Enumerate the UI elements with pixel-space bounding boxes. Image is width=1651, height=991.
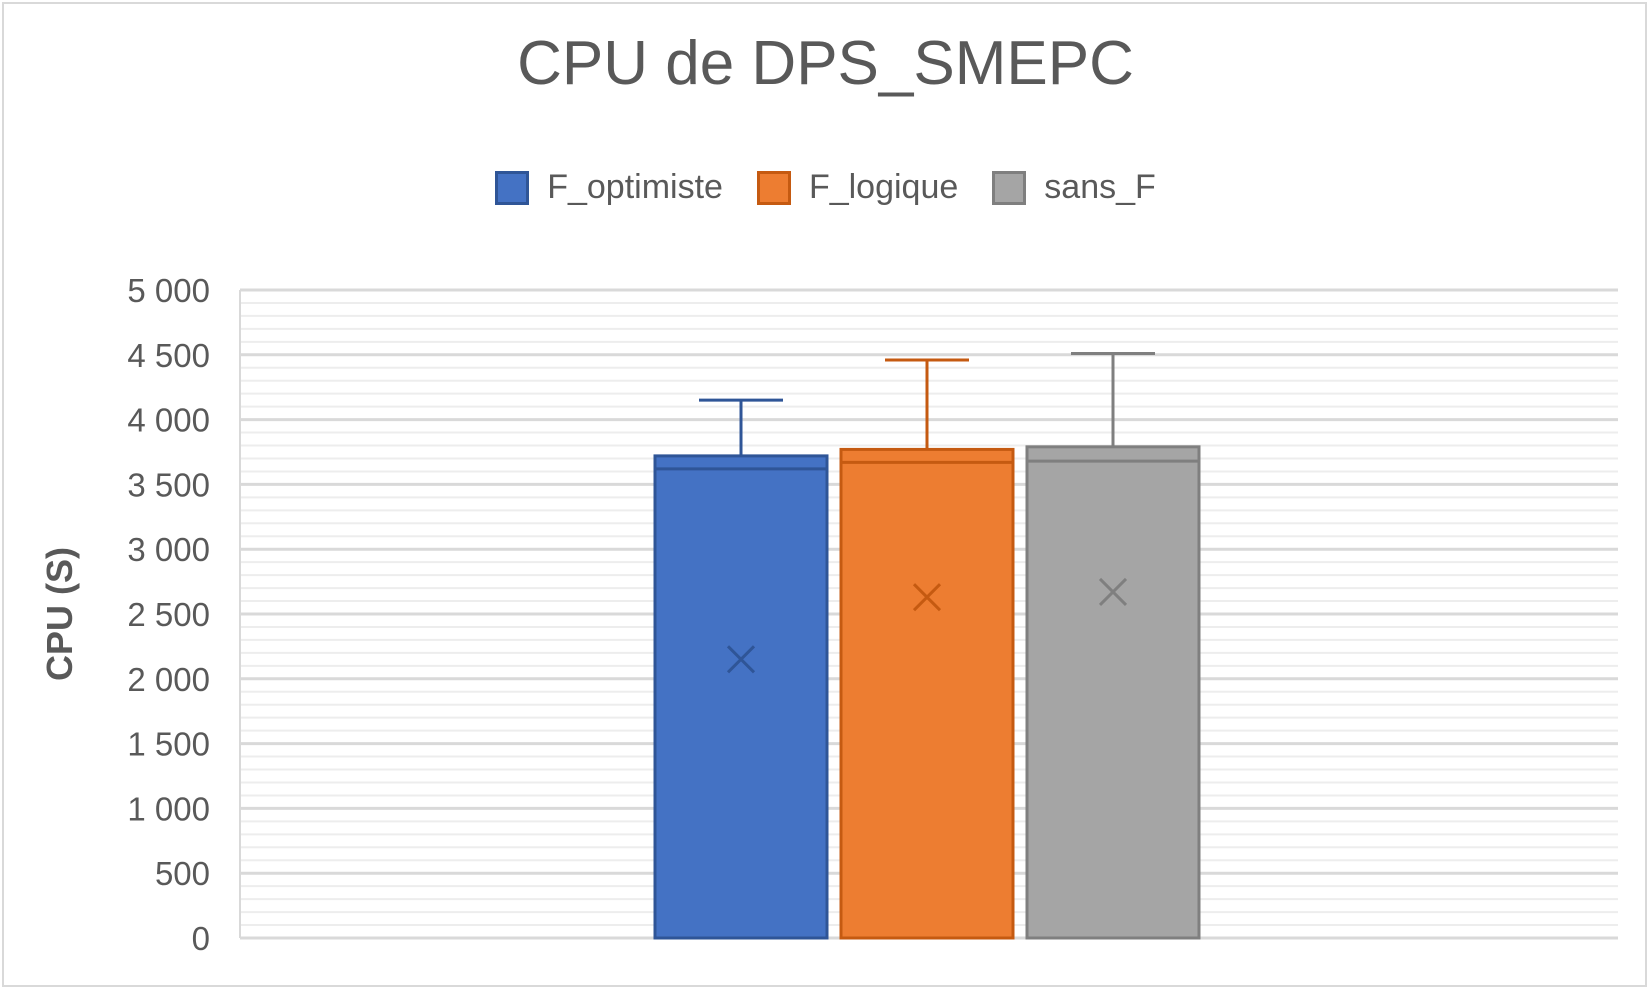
- box-sans_F: [1025, 445, 1201, 940]
- legend-item-1: F_logique: [756, 168, 959, 207]
- box-F_logique: [839, 447, 1015, 940]
- y-tick-label: 500: [155, 855, 210, 892]
- y-tick-label: 3 500: [127, 466, 210, 503]
- y-tick-label: 4 000: [127, 402, 210, 439]
- y-tick-label: 1 500: [127, 726, 210, 763]
- legend-label-1: F_logique: [808, 168, 959, 206]
- legend: F_optimiste F_logique sans_F: [0, 168, 1651, 207]
- y-axis-label: CPU (S): [39, 547, 80, 681]
- y-tick-label: 2 500: [127, 596, 210, 633]
- y-tick-label: 3 000: [127, 531, 210, 568]
- y-tick-label: 1 000: [127, 790, 210, 827]
- legend-label-2: sans_F: [1044, 168, 1156, 206]
- legend-label-0: F_optimiste: [547, 168, 723, 206]
- legend-swatch-0: [495, 170, 530, 205]
- mean-marker-sans_F: [1098, 577, 1128, 607]
- y-tick-label: 5 000: [127, 272, 210, 309]
- legend-swatch-1: [756, 170, 791, 205]
- y-tick-label: 4 500: [127, 337, 210, 374]
- y-tick-label: 0: [192, 920, 210, 957]
- y-tick-label: 2 000: [127, 661, 210, 698]
- box-F_optimiste: [653, 454, 829, 940]
- mean-marker-F_logique: [912, 583, 942, 612]
- legend-item-0: F_optimiste: [495, 168, 723, 207]
- legend-item-2: sans_F: [992, 168, 1156, 207]
- legend-swatch-2: [992, 170, 1027, 205]
- chart-title: CPU de DPS_SMEPC: [517, 29, 1134, 98]
- mean-marker-F_optimiste: [726, 645, 756, 674]
